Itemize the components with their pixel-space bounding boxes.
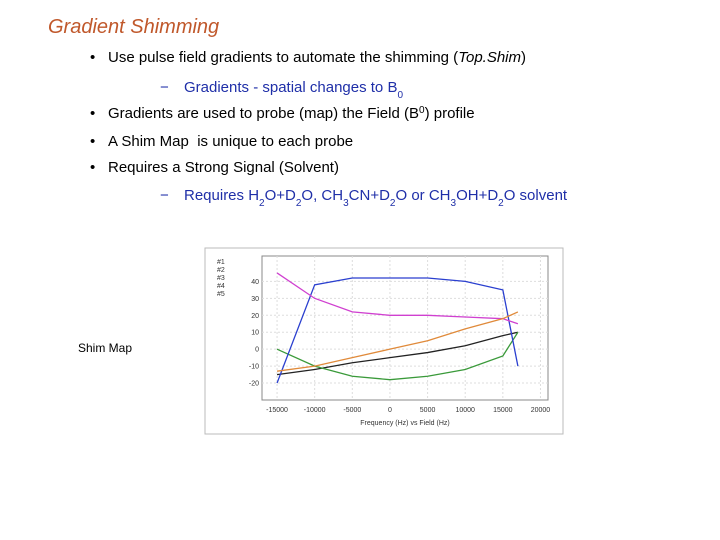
subscript: 2 [259,198,265,209]
x-tick-label: 10000 [455,407,475,414]
y-tick-label: 30 [251,296,259,303]
legend-label: #5 [217,291,225,298]
data-line [276,331,519,381]
text-run: OH+D [456,187,498,204]
dash-marker: − [160,187,169,204]
y-tick-label: 10 [251,330,259,337]
text-run: Use pulse field gradients to automate th… [108,49,458,66]
y-tick-label: -20 [249,381,259,388]
superscript: 0 [419,105,425,116]
legend-label: #4 [217,283,225,290]
x-axis-label: Frequency (Hz) vs Field (Hz) [360,420,449,427]
subscript: 3 [451,198,457,209]
bullet-text: Requires a Strong Signal (Solvent) [108,159,339,176]
bullet-text: A Shim Map is unique to each probe [108,133,353,150]
text-run: O, CH [301,187,343,204]
bullet-text: Gradients are used to probe (map) the Fi… [108,105,475,123]
subscript: 2 [390,198,396,209]
plot: 40 30 20 10 0 -10 -20 -15000 -10000 -5000 0 5000 100… [217,255,551,427]
bullet-marker: • [90,49,95,66]
bullet-text: Requires H2O+D2O, CH3CN+D2O or CH3OH+D2O… [184,187,568,209]
text-run: ) profile [425,105,475,122]
x-tick-label: 0 [388,407,392,414]
text-run: Gradients - spatial changes to B [184,79,397,96]
legend-label: #3 [217,275,225,282]
text-run: Top.Shim [458,49,521,66]
text-run: Requires H [184,187,259,204]
subscript: 3 [343,198,349,209]
text-run: Gradients are used to probe (map) the Fi… [108,105,419,122]
x-tick-label: 15000 [493,407,513,414]
bullet-marker: • [90,159,95,176]
figure-caption: Shim Map [78,341,132,355]
text-run: Requires a Strong Signal (Solvent) [108,159,339,176]
bullet-marker: • [90,105,95,122]
y-tick-label: -10 [249,364,259,371]
dash-marker: − [160,79,169,96]
y-tick-label: 40 [251,279,259,286]
data-line [276,277,519,384]
y-tick-label: 0 [255,347,259,354]
text-run: O+D [265,187,296,204]
x-tick-label: 5000 [420,407,436,414]
legend-label: #1 [217,259,225,266]
text-run: O solvent [504,187,568,204]
data-line [276,272,519,325]
text-run: O or CH [395,187,450,204]
plot-area [261,255,549,401]
subscript: 2 [498,198,504,209]
data-line [276,311,519,372]
legend-label: #2 [217,267,225,274]
bullet-list: • Use pulse field gradients to automate t… [90,49,568,209]
title: Gradient Shimming [48,16,219,38]
bullet-marker: • [90,133,95,150]
bullet-text: Gradients - spatial changes to B0 [184,79,403,101]
x-tick-label: -15000 [266,407,288,414]
text-run: CN+D [349,187,390,204]
text-run: A Shim Map is unique to each probe [108,133,353,150]
y-tick-label: 20 [251,313,259,320]
x-tick-label: -10000 [304,407,326,414]
subscript: 2 [296,198,302,209]
x-tick-label: 20000 [531,407,551,414]
x-tick-label: -5000 [343,407,361,414]
bullet-text: Use pulse field gradients to automate th… [108,49,526,66]
text-run: ) [521,49,526,66]
subscript: 0 [397,90,403,101]
